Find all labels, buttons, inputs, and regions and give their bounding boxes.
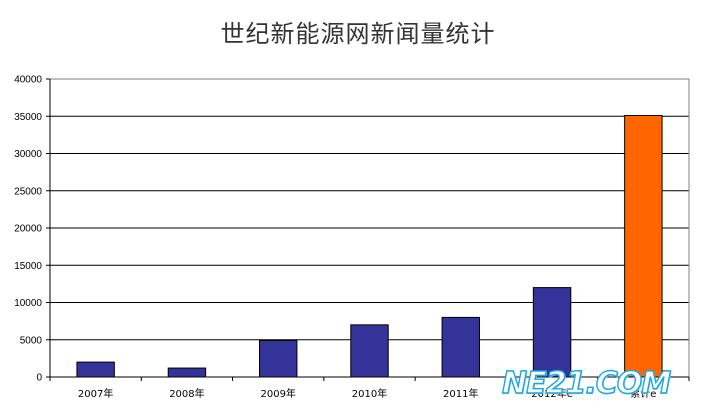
y-tick-label: 15000 (14, 261, 42, 272)
x-tick-label: 2009年 (260, 387, 295, 400)
x-tick-label: 2012年e (531, 387, 573, 400)
y-tick-label: 20000 (14, 224, 42, 235)
x-tick-label: 2010年 (352, 387, 387, 400)
x-tick-label: 2007年 (78, 387, 113, 400)
y-tick-label: 10000 (14, 298, 42, 309)
y-axis-tick-labels: 0 5000 10000 15000 20000 25000 30000 35000 40000 (14, 75, 42, 384)
y-tick-label: 30000 (14, 149, 42, 160)
ne21-watermark-logo: NE21.COM (501, 365, 672, 401)
gridlines (50, 78, 689, 341)
y-tick-label: 35000 (14, 112, 42, 123)
bar-3 (259, 339, 298, 378)
y-tick-label: 40000 (14, 75, 42, 86)
x-tick-label: 累计e (630, 387, 656, 400)
bar-6 (532, 287, 572, 378)
x-tick-label: 2008年 (169, 387, 204, 400)
bar-1 (76, 361, 115, 378)
x-axis-tick-labels: 2007年 2008年 2009年 2010年 2011年 2012年e 累计e (78, 387, 657, 400)
bars (76, 115, 663, 378)
x-tick-label: 2011年 (443, 387, 478, 400)
bar-2 (167, 367, 207, 378)
y-tick-label: 5000 (20, 335, 43, 346)
y-tick-label: 25000 (14, 186, 42, 197)
chart-title: 世纪新能源网新闻量统计 (220, 20, 496, 48)
y-tick-label: 0 (36, 373, 42, 384)
bar-5 (441, 316, 480, 378)
bar-7 (624, 115, 663, 378)
bar-4 (350, 324, 389, 378)
